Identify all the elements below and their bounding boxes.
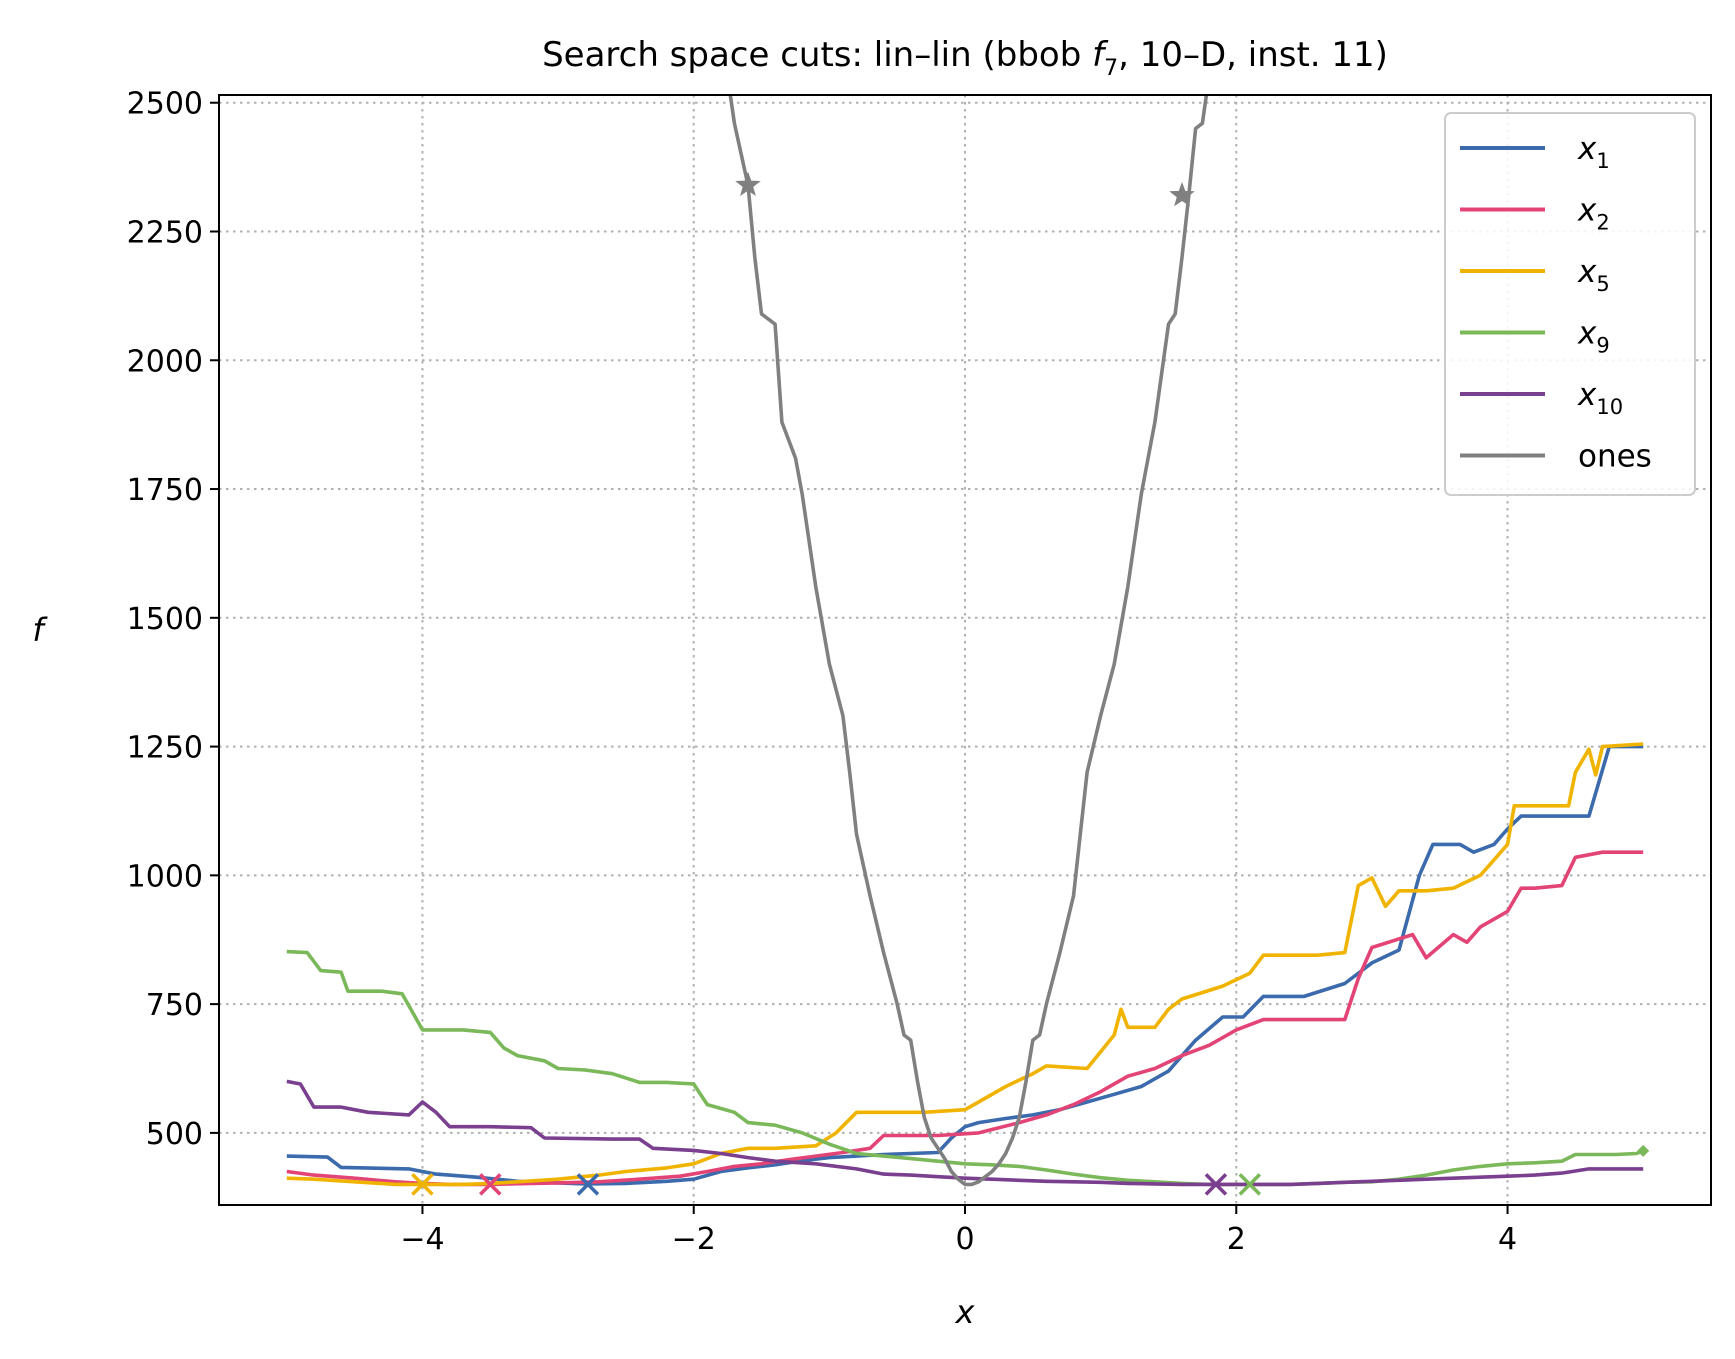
legend-label-x2: x2 [1577,193,1610,235]
y-tick-label: 1750 [127,473,203,508]
series-line-x5 [286,742,1644,1187]
y-tick-label: 1500 [127,602,203,637]
x-tick-label: −2 [672,1222,716,1257]
legend-label-x5: x5 [1577,254,1610,296]
legend-box [1444,112,1696,496]
gridlines [219,95,1711,1205]
marker-x-x5 [411,1173,434,1196]
x-tick-label: 4 [1498,1222,1517,1257]
marker-x-x10 [1204,1173,1228,1196]
marker-star-ones [1169,181,1195,207]
y-tick-label: 500 [146,1117,203,1152]
marker-x-x2 [479,1173,502,1196]
y-tick-label: 2250 [127,215,203,250]
marker-star-ones [735,171,761,196]
y-tick-label: 2500 [127,87,203,122]
marker-diamond-x9 [1637,1144,1650,1157]
x-tick-label: 2 [1227,1222,1246,1257]
legend: x1 x2 x5 x9 x10 ones [1444,112,1696,496]
series-line-x9 [286,949,1644,1187]
series-line-x10 [286,1079,1644,1187]
y-tick-label: 750 [146,988,203,1023]
legend-label-x9: x9 [1577,316,1610,358]
y-tick-label: 2000 [127,344,203,379]
marker-x-x1 [576,1173,600,1196]
x-axis-label: x [955,1293,976,1331]
series-layer [286,95,1644,1187]
legend-label-ones: ones [1578,439,1652,475]
x-tick-label: 0 [955,1222,974,1257]
y-tick-label: 1000 [127,859,203,894]
series-line-x2 [286,850,1644,1187]
series-line-ones [728,95,1209,1187]
legend-label-x1: x1 [1577,131,1610,173]
chart-title: Search space cuts: lin–lin (bbob f7, 10–… [542,35,1388,81]
marker-layer [411,171,1650,1196]
marker-x-x9 [1238,1173,1262,1196]
y-tick-label: 1250 [127,731,203,766]
axis-ticks: −4 −2 0 2 4 500 750 1000 1250 1500 1750 2000 2250 250… [127,87,1517,1257]
legend-label-x10: x10 [1577,377,1623,419]
x-tick-label: −4 [400,1222,444,1257]
